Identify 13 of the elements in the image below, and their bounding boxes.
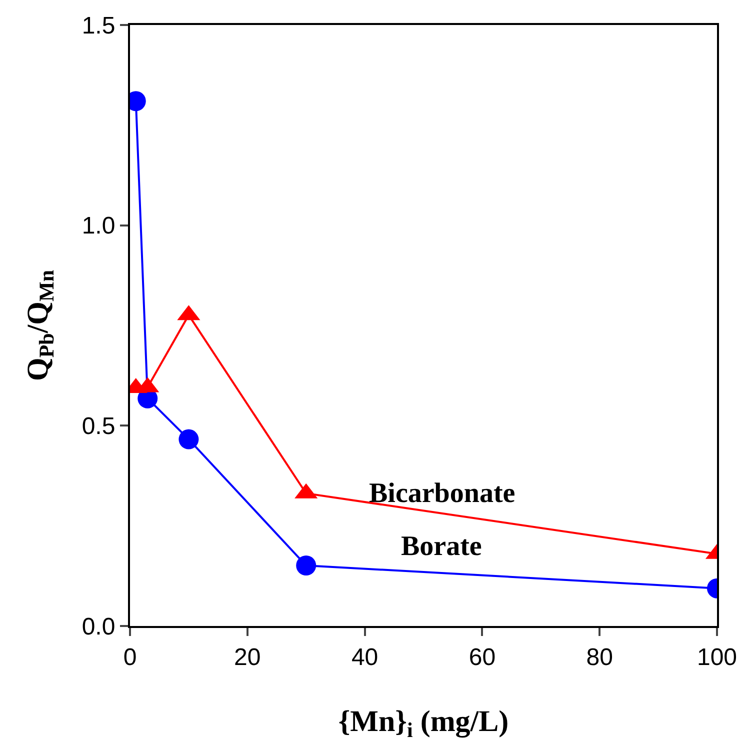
x-tick-label: 100: [696, 644, 738, 671]
x-tick-label: 40: [351, 644, 378, 671]
series-label: Borate: [401, 531, 482, 562]
y-tick-label: 1.0: [82, 212, 116, 240]
y-tick-label: 0.5: [82, 413, 116, 440]
series-label: Bicarbonate: [369, 478, 516, 509]
x-tick-label: 0: [123, 644, 137, 671]
x-tick-label: 20: [234, 644, 261, 671]
y-tick-label: 1.5: [82, 12, 116, 40]
x-axis-title: {Mn}$_{i}$ (mg/L): [338, 704, 509, 742]
x-tick-label: 80: [586, 644, 613, 671]
x-tick-label: 60: [468, 644, 496, 671]
y-tick-label: 0.0: [82, 613, 116, 640]
